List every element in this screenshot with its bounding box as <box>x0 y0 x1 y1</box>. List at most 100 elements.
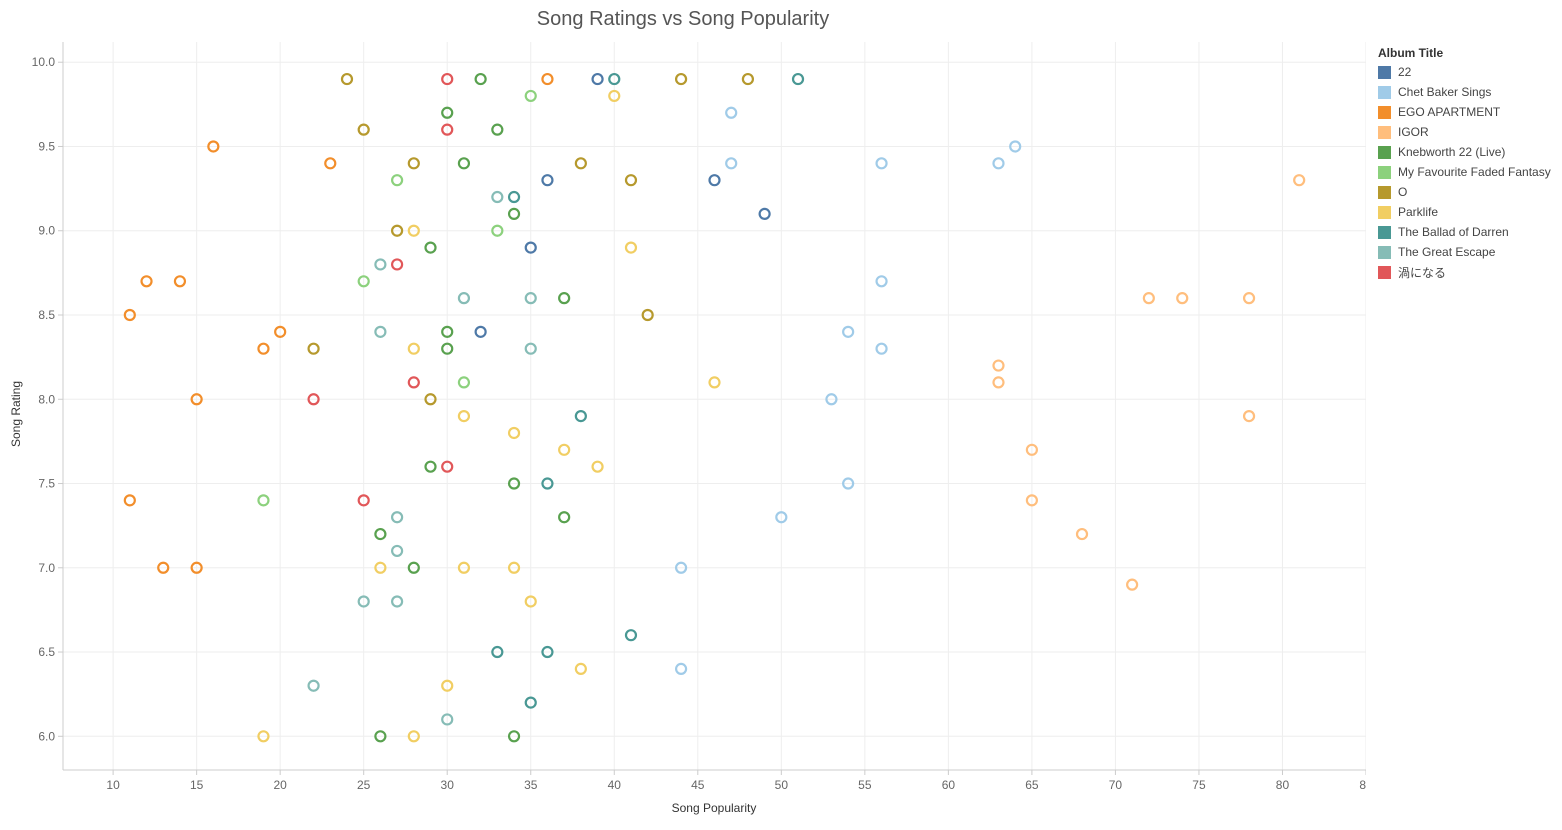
data-point[interactable] <box>123 494 136 507</box>
data-point[interactable] <box>558 443 571 456</box>
data-point[interactable] <box>574 157 587 170</box>
data-point[interactable] <box>507 207 521 220</box>
data-point[interactable] <box>441 325 454 338</box>
data-point[interactable] <box>357 123 370 136</box>
legend-item[interactable]: O <box>1378 182 1562 202</box>
data-point[interactable] <box>474 325 487 338</box>
data-point[interactable] <box>992 376 1005 389</box>
legend-item[interactable]: Knebworth 22 (Live) <box>1378 142 1562 162</box>
data-point[interactable] <box>541 174 554 187</box>
data-point[interactable] <box>1009 140 1022 153</box>
data-point[interactable] <box>274 325 287 338</box>
data-point[interactable] <box>407 342 420 355</box>
data-point[interactable] <box>507 477 521 490</box>
data-point[interactable] <box>1293 174 1306 187</box>
data-point[interactable] <box>407 157 420 170</box>
data-point[interactable] <box>424 241 437 254</box>
data-point[interactable] <box>1025 443 1038 456</box>
data-point[interactable] <box>441 106 454 119</box>
data-point[interactable] <box>1242 410 1256 423</box>
data-point[interactable] <box>173 275 187 288</box>
data-point[interactable] <box>1142 292 1155 305</box>
data-point[interactable] <box>507 426 521 440</box>
data-point[interactable] <box>524 696 537 709</box>
legend-item[interactable]: My Favourite Faded Fantasy <box>1378 162 1562 182</box>
data-point[interactable] <box>391 174 404 187</box>
data-point[interactable] <box>708 376 721 389</box>
data-point[interactable] <box>524 342 537 355</box>
data-point[interactable] <box>374 325 387 338</box>
data-point[interactable] <box>775 511 788 524</box>
data-point[interactable] <box>524 292 537 305</box>
legend-item[interactable]: The Great Escape <box>1378 242 1562 262</box>
data-point[interactable] <box>374 730 387 743</box>
data-point[interactable] <box>574 410 587 423</box>
data-point[interactable] <box>407 561 420 574</box>
legend-item[interactable]: The Ballad of Darren <box>1378 222 1562 242</box>
data-point[interactable] <box>825 393 838 406</box>
data-point[interactable] <box>457 292 471 305</box>
data-point[interactable] <box>591 460 604 473</box>
data-point[interactable] <box>624 241 638 254</box>
data-point[interactable] <box>992 359 1005 372</box>
data-point[interactable] <box>391 595 404 608</box>
legend-item[interactable]: 22 <box>1378 62 1562 82</box>
data-point[interactable] <box>190 561 203 574</box>
data-point[interactable] <box>357 275 370 288</box>
data-point[interactable] <box>624 629 638 642</box>
data-point[interactable] <box>374 561 387 574</box>
data-point[interactable] <box>875 157 888 170</box>
legend-item[interactable]: EGO APARTMENT <box>1378 102 1562 122</box>
data-point[interactable] <box>391 224 404 237</box>
legend-item[interactable]: IGOR <box>1378 122 1562 142</box>
data-point[interactable] <box>574 662 587 675</box>
data-point[interactable] <box>674 72 688 86</box>
data-point[interactable] <box>725 106 738 119</box>
data-point[interactable] <box>491 123 504 136</box>
data-point[interactable] <box>391 511 404 524</box>
data-point[interactable] <box>474 72 487 86</box>
data-point[interactable] <box>507 561 521 574</box>
data-point[interactable] <box>842 477 855 490</box>
data-point[interactable] <box>491 645 504 659</box>
data-point[interactable] <box>457 561 471 574</box>
data-point[interactable] <box>541 72 554 86</box>
data-point[interactable] <box>992 157 1005 170</box>
data-point[interactable] <box>140 275 153 288</box>
data-point[interactable] <box>725 157 738 170</box>
data-point[interactable] <box>674 561 688 574</box>
data-point[interactable] <box>491 190 504 204</box>
data-point[interactable] <box>708 174 721 187</box>
data-point[interactable] <box>307 679 320 692</box>
data-point[interactable] <box>1025 494 1038 507</box>
data-point[interactable] <box>507 190 521 204</box>
data-point[interactable] <box>1242 292 1256 305</box>
data-point[interactable] <box>1075 527 1089 541</box>
data-point[interactable] <box>558 292 571 305</box>
data-point[interactable] <box>207 140 220 153</box>
data-point[interactable] <box>842 325 855 338</box>
data-point[interactable] <box>407 376 420 389</box>
data-point[interactable] <box>257 342 270 355</box>
data-point[interactable] <box>641 308 654 322</box>
data-point[interactable] <box>624 174 638 187</box>
data-point[interactable] <box>357 595 370 608</box>
data-point[interactable] <box>457 410 471 423</box>
data-point[interactable] <box>441 460 454 473</box>
data-point[interactable] <box>524 595 537 608</box>
data-point[interactable] <box>257 494 270 507</box>
data-point[interactable] <box>340 72 354 86</box>
data-point[interactable] <box>190 393 203 406</box>
data-point[interactable] <box>391 544 404 558</box>
data-point[interactable] <box>741 72 755 86</box>
data-point[interactable] <box>307 393 320 406</box>
data-point[interactable] <box>407 730 420 743</box>
data-point[interactable] <box>875 275 888 288</box>
data-point[interactable] <box>674 662 688 675</box>
data-point[interactable] <box>875 342 888 355</box>
data-point[interactable] <box>407 224 420 237</box>
data-point[interactable] <box>457 376 471 389</box>
data-point[interactable] <box>441 679 454 692</box>
data-point[interactable] <box>558 511 571 524</box>
data-point[interactable] <box>441 713 454 726</box>
